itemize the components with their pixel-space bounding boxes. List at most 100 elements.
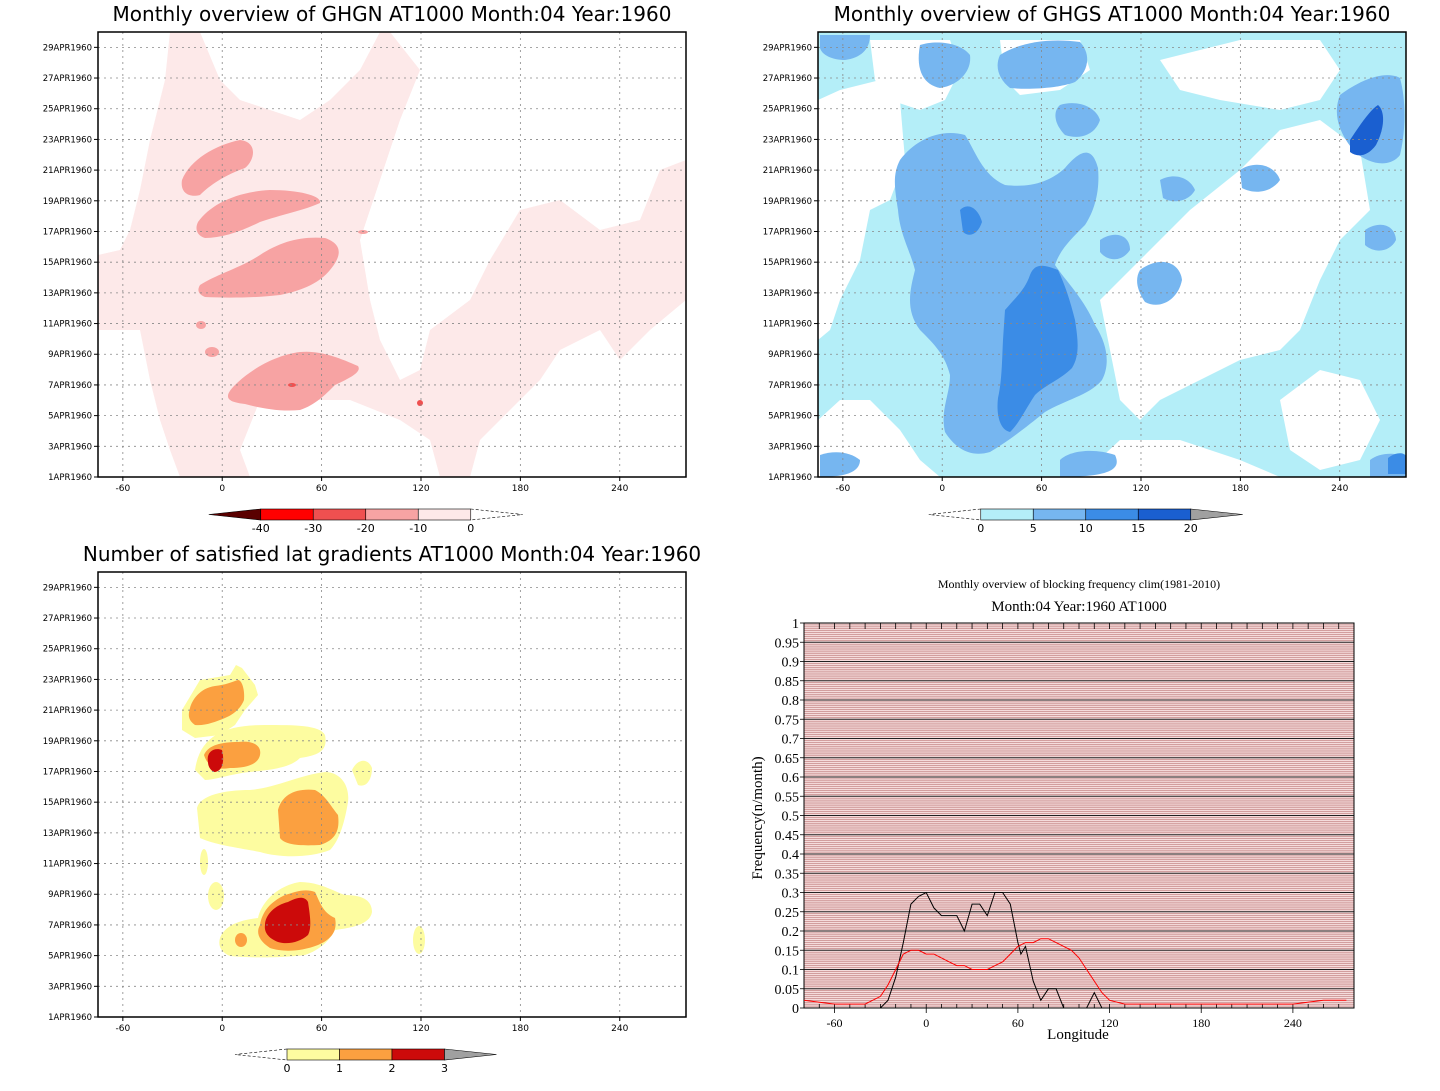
ghgs-contour-ne1 [997, 40, 1088, 89]
y-tick-label: 27APR1960 [763, 74, 812, 84]
nlat-contour-o5 [235, 933, 247, 947]
blocking-y-tick-label: 0.7 [782, 733, 800, 748]
ghgn-contour-g [358, 230, 368, 234]
ghgn-plot: 1APR1960 3APR1960 5APR1960 7APR1960 9APR1960… [43, 31, 687, 494]
x-tick-label: 180 [1232, 484, 1249, 494]
y-tick-label: 27APR1960 [43, 614, 92, 624]
blocking-y-tick-label: 0.25 [775, 906, 800, 921]
blocking-y-tick-label: 0.15 [775, 944, 800, 959]
blocking-y-tick-label: 0.55 [775, 790, 800, 805]
y-tick-label: 1APR1960 [768, 473, 812, 483]
blocking-title: Monthly overview of blocking frequency c… [938, 577, 1220, 591]
colorbar-label: 1 [336, 1062, 343, 1075]
ghgs-y-axis: 1APR1960 3APR1960 5APR1960 7APR1960 9APR1960… [763, 43, 818, 483]
y-tick-label: 21APR1960 [43, 706, 92, 716]
blocking-y-tick-label: 0.3 [782, 887, 800, 902]
nlat-contour-dot3 [208, 882, 224, 910]
y-tick-label: 7APR1960 [768, 381, 812, 391]
y-tick-label: 25APR1960 [763, 105, 812, 115]
blocking-y-label: Frequency(n/month) [750, 756, 766, 879]
ghgn-contour-a [181, 140, 254, 196]
y-tick-label: 15APR1960 [43, 258, 92, 268]
blocking-x-tick-label: 60 [1012, 1016, 1024, 1030]
blocking-x-label: Longitude [1047, 1027, 1109, 1043]
colorbar-label: 10 [1079, 522, 1093, 535]
colorbar-label: 2 [389, 1062, 396, 1075]
ghgs-contour-mid-e2 [1100, 234, 1130, 260]
y-tick-label: 29APR1960 [43, 583, 92, 593]
y-tick-label: 23APR1960 [763, 135, 812, 145]
colorbar-box [417, 508, 472, 521]
ghgs-chart: Monthly overview of GHGS AT1000 Month:04… [763, 2, 1407, 535]
blocking-y-tick-label: 0.8 [782, 694, 800, 709]
blocking-x-tick-label: 180 [1192, 1016, 1210, 1030]
y-tick-label: 29APR1960 [43, 43, 92, 53]
blocking-y-tick-label: 0.1 [782, 964, 800, 979]
x-tick-label: -60 [835, 484, 850, 494]
y-tick-label: 29APR1960 [763, 43, 812, 53]
ghgs-colorbar: 0 5 10 15 20 [928, 508, 1243, 535]
ghgn-contour-e [196, 321, 206, 329]
colorbar-lower-triangle [928, 508, 981, 521]
y-tick-label: 5APR1960 [768, 412, 812, 422]
blocking-y-tick-label: 0.95 [775, 636, 800, 651]
ghgs-contour-core [997, 265, 1078, 432]
y-tick-label: 9APR1960 [48, 350, 92, 360]
ghgn-contour-d [227, 351, 359, 411]
y-tick-label: 9APR1960 [48, 890, 92, 900]
blocking-x-tick-label: 0 [923, 1016, 929, 1030]
ghgs-contour-mid-e [1137, 261, 1182, 305]
nlat-x-axis: -60 0 60 120 180 240 [115, 1017, 629, 1034]
colorbar-label: 5 [1030, 522, 1037, 535]
nlat-contour-o3 [278, 789, 339, 846]
blocking-y-tick-label: 0.4 [782, 848, 800, 863]
colorbar-box [260, 508, 314, 521]
x-tick-label: 60 [316, 484, 328, 494]
ghgs-title: Monthly overview of GHGS AT1000 Month:04… [834, 2, 1391, 26]
blocking-x-tick-label: 120 [1101, 1016, 1119, 1030]
ghgn-chart: Monthly overview of GHGN AT1000 Month:04… [43, 2, 687, 535]
blocking-subtitle: Month:04 Year:1960 AT1000 [991, 599, 1166, 615]
blocking-y-tick-label: 0.5 [782, 810, 800, 825]
nlat-contour-dot2 [200, 849, 208, 875]
blocking-y-tick-label: 0.6 [782, 771, 800, 786]
y-tick-label: 5APR1960 [48, 412, 92, 422]
blocking-plot: 0 0.05 0.1 0.15 0.2 0.25 0.3 0.35 0.4 0.45 0.5 0.55… [775, 617, 1355, 1030]
colorbar-upper-triangle [444, 1048, 497, 1061]
ghgs-contour-e3 [1240, 164, 1280, 192]
y-tick-label: 11APR1960 [43, 860, 92, 870]
x-tick-label: 0 [939, 484, 945, 494]
blocking-y-tick-label: 0.75 [775, 713, 800, 728]
nlat-plot-background [98, 572, 686, 1017]
y-tick-label: 23APR1960 [43, 675, 92, 685]
x-tick-label: 120 [412, 1024, 429, 1034]
x-tick-label: 120 [412, 484, 429, 494]
nlat-colorbar: 0 1 2 3 [234, 1048, 497, 1075]
colorbar-label: -30 [304, 522, 322, 535]
ghgn-positive-region-west [98, 32, 170, 255]
nlat-contour-o1 [188, 680, 245, 726]
ghgn-positive-region-nw [200, 32, 380, 120]
ghgs-zero-region-ne [1160, 40, 1340, 110]
ghgs-contour-nw2 [918, 42, 971, 88]
colorbar-label: 0 [977, 522, 984, 535]
colorbar-box [980, 508, 1034, 521]
nlat-contour-r2 [264, 897, 311, 944]
ghgs-contour-sw [820, 452, 860, 477]
x-tick-label: 60 [1036, 484, 1048, 494]
colorbar-box [365, 508, 419, 521]
ghgs-contour-se-core [1388, 453, 1406, 474]
ghgn-contour-f [205, 347, 219, 357]
ghgs-contour-s [1060, 450, 1117, 477]
y-tick-label: 1APR1960 [48, 473, 92, 483]
y-tick-label: 3APR1960 [48, 982, 92, 992]
colorbar-label: 3 [441, 1062, 448, 1075]
y-tick-label: 17APR1960 [43, 227, 92, 237]
ghgn-y-axis: 1APR1960 3APR1960 5APR1960 7APR1960 9APR1960… [43, 43, 98, 483]
colorbar-label: 15 [1131, 522, 1145, 535]
y-tick-label: 19APR1960 [43, 197, 92, 207]
blocking-y-tick-label: 1 [792, 617, 799, 632]
ghgs-zero-region-west [818, 80, 905, 340]
y-tick-label: 13APR1960 [763, 289, 812, 299]
colorbar-box [286, 1048, 340, 1061]
